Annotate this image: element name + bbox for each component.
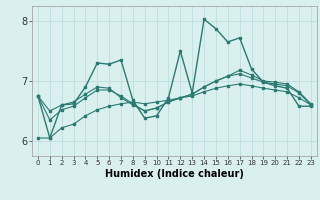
X-axis label: Humidex (Indice chaleur): Humidex (Indice chaleur) <box>105 169 244 179</box>
